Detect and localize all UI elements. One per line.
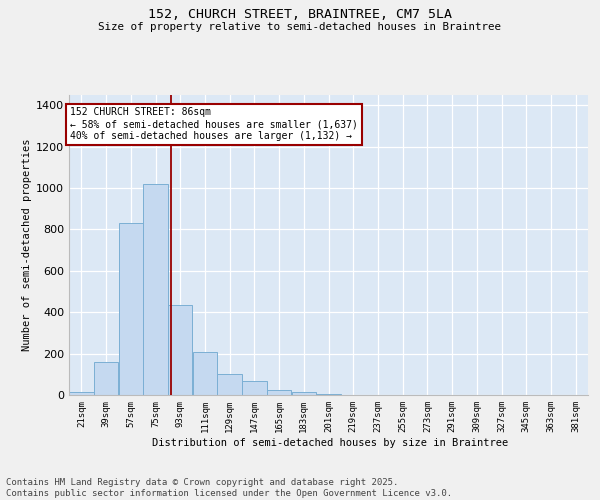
Bar [193,352,217,395]
Bar [316,394,341,395]
Bar [143,184,168,395]
Text: 152 CHURCH STREET: 86sqm
← 58% of semi-detached houses are smaller (1,637)
40% o: 152 CHURCH STREET: 86sqm ← 58% of semi-d… [70,108,358,140]
Bar [292,392,316,395]
Bar [119,224,143,395]
Text: Size of property relative to semi-detached houses in Braintree: Size of property relative to semi-detach… [98,22,502,32]
Bar [168,305,193,395]
Y-axis label: Number of semi-detached properties: Number of semi-detached properties [22,138,32,352]
Bar [267,390,291,395]
Text: Contains HM Land Registry data © Crown copyright and database right 2025.
Contai: Contains HM Land Registry data © Crown c… [6,478,452,498]
Text: Distribution of semi-detached houses by size in Braintree: Distribution of semi-detached houses by … [152,438,508,448]
Bar [242,380,266,395]
Bar [94,362,118,395]
Text: 152, CHURCH STREET, BRAINTREE, CM7 5LA: 152, CHURCH STREET, BRAINTREE, CM7 5LA [148,8,452,20]
Bar [69,392,94,395]
Bar [217,374,242,395]
